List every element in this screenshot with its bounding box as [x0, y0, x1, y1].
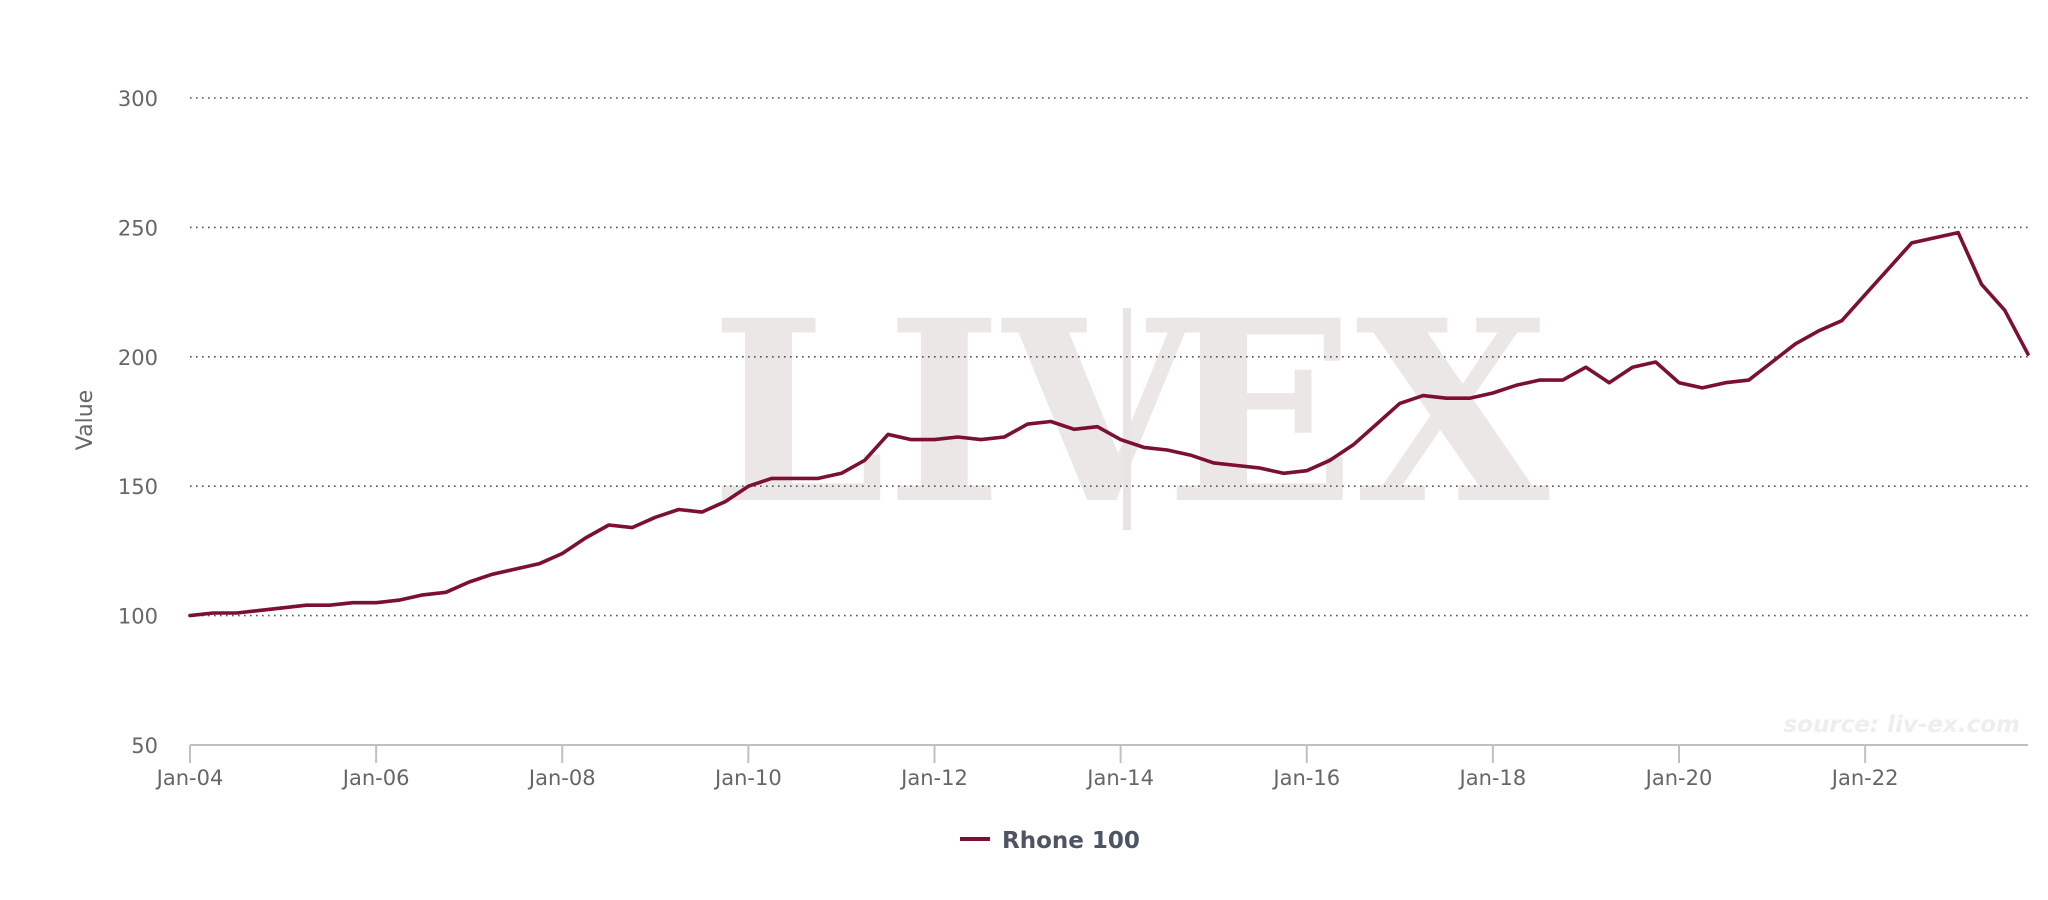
y-tick-label: 250: [118, 216, 158, 240]
y-tick-label: 300: [118, 87, 158, 111]
series-line-rhone-100[interactable]: [188, 230, 2030, 618]
x-axis: Jan-04 Jan-06 Jan-08 Jan-10 Jan-12 Jan-14 Jan-…: [155, 744, 2028, 790]
series-group: [188, 230, 2030, 618]
x-tick-label: Jan-20: [1644, 766, 1713, 790]
watermark-divider: [1123, 308, 1131, 530]
y-tick-label: 150: [118, 475, 158, 499]
x-tick-label: Jan-18: [1458, 766, 1527, 790]
y-tick-label: 50: [131, 734, 158, 758]
y-tick-label: 200: [118, 346, 158, 370]
x-tick-label: Jan-16: [1271, 766, 1340, 790]
x-tick-label: Jan-12: [899, 766, 968, 790]
watermark-text-right: EX: [1165, 265, 1550, 559]
x-tick-label: Jan-10: [713, 766, 782, 790]
x-tick-label: Jan-06: [341, 766, 410, 790]
y-axis-title: Value: [73, 390, 98, 450]
watermark: LIV EX: [710, 265, 1550, 559]
y-axis-ticks: 50 100 150 200 250 300: [118, 87, 158, 758]
legend-label[interactable]: Rhone 100: [1002, 828, 1140, 854]
watermark-text-left: LIV: [710, 265, 1201, 559]
x-tick-label: Jan-22: [1830, 766, 1899, 790]
legend[interactable]: Rhone 100: [960, 828, 1140, 854]
x-tick-label: Jan-08: [527, 766, 596, 790]
source-credit: source: liv-ex.com: [1783, 712, 2020, 738]
y-tick-label: 100: [118, 605, 158, 629]
x-tick-label: Jan-04: [155, 766, 224, 790]
grid-lines: [190, 97, 2028, 617]
x-tick-label: Jan-14: [1085, 766, 1154, 790]
